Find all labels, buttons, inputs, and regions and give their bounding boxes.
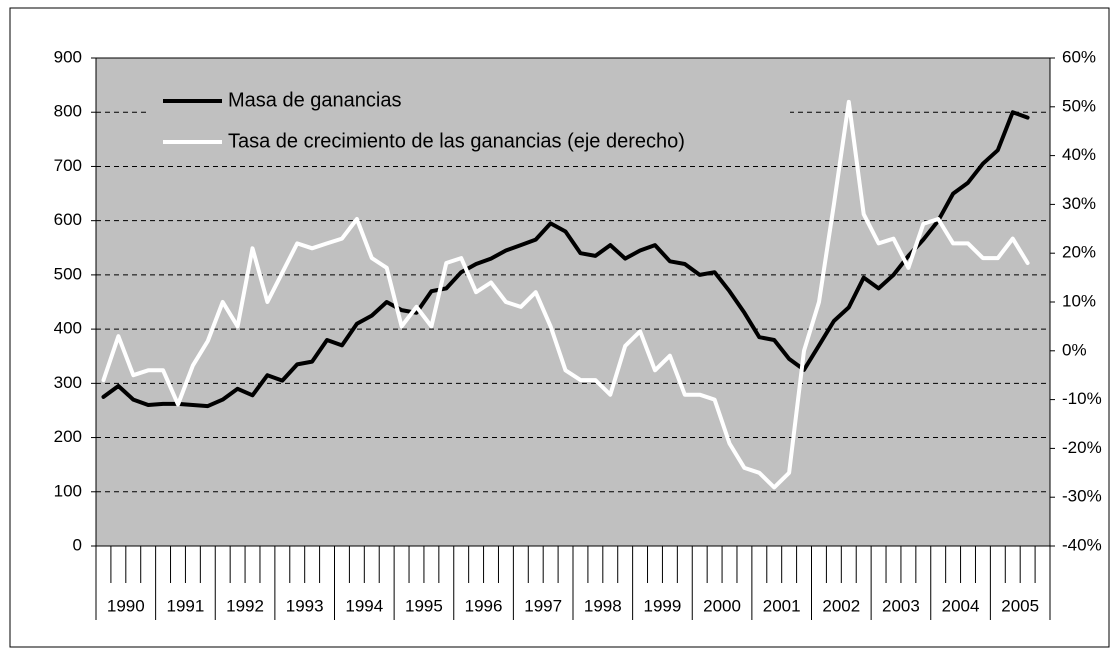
x-tick-label: 1999 [644, 596, 682, 615]
y2-tick-label: 60% [1062, 47, 1096, 66]
series-line [101, 110, 1030, 409]
y-tick-label: 500 [54, 264, 82, 283]
x-tick-label: 2005 [1001, 596, 1039, 615]
x-tick-label: 1992 [226, 596, 264, 615]
x-tick-label: 2003 [882, 596, 920, 615]
x-tick-label: 1994 [345, 596, 383, 615]
y2-tick-label: -40% [1062, 535, 1102, 554]
x-tick-label: 1996 [465, 596, 503, 615]
legend-label: Masa de ganancias [228, 89, 401, 111]
x-tick-label: 1990 [107, 596, 145, 615]
x-tick-label: 2000 [703, 596, 741, 615]
x-tick-label: 1997 [524, 596, 562, 615]
series-line [101, 99, 1030, 490]
y-tick-label: 300 [54, 373, 82, 392]
y-tick-label: 400 [54, 319, 82, 338]
y-tick-label: 0 [73, 535, 82, 554]
x-tick-label: 1998 [584, 596, 622, 615]
legend-label: Tasa de crecimiento de las ganancias (ej… [228, 130, 685, 152]
y-tick-label: 800 [54, 102, 82, 121]
y-tick-label: 100 [54, 481, 82, 500]
y2-tick-label: 0% [1062, 340, 1087, 359]
y2-tick-label: -30% [1062, 487, 1102, 506]
x-tick-label: 1991 [167, 596, 205, 615]
x-tick-label: 1995 [405, 596, 443, 615]
x-tick-label: 2002 [822, 596, 860, 615]
x-tick-label: 2001 [763, 596, 801, 615]
y-tick-label: 200 [54, 427, 82, 446]
y2-tick-label: 40% [1062, 145, 1096, 164]
y2-tick-label: 10% [1062, 291, 1096, 310]
y2-tick-label: 50% [1062, 96, 1096, 115]
x-tick-label: 2004 [942, 596, 980, 615]
y2-tick-label: -20% [1062, 438, 1102, 457]
y-tick-label: 700 [54, 156, 82, 175]
y-tick-label: 900 [54, 47, 82, 66]
y-tick-label: 600 [54, 210, 82, 229]
x-tick-label: 1993 [286, 596, 324, 615]
y2-tick-label: 30% [1062, 194, 1096, 213]
y2-tick-label: 20% [1062, 243, 1096, 262]
legend-box [150, 80, 790, 162]
y2-tick-label: -10% [1062, 389, 1102, 408]
